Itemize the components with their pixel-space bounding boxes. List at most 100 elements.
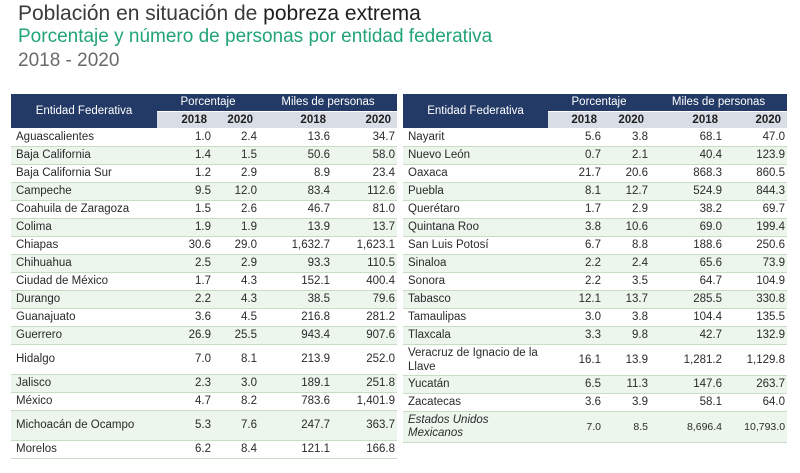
entity-name: Sonora [403, 272, 548, 291]
entity-name: Quintana Roo [403, 218, 548, 237]
entity-column-header: Entidad Federativa [403, 94, 548, 128]
people-2020: 13.7 [332, 218, 398, 237]
people-2018: 188.6 [650, 236, 725, 255]
table-row: Tlaxcala 3.3 9.8 42.7 132.9 [403, 326, 788, 345]
table-row: Guerrero 26.9 25.5 943.4 907.6 [11, 326, 398, 345]
people-2020: 79.6 [332, 290, 398, 309]
percent-2018: 1.4 [157, 146, 213, 165]
percent-2020: 10.6 [603, 218, 651, 237]
people-2020: 251.8 [332, 374, 398, 393]
entity-name: Sinaloa [403, 254, 548, 273]
percent-2020: 13.7 [603, 290, 651, 309]
percent-2020: 11.3 [603, 375, 651, 394]
percent-2018: 2.2 [548, 254, 603, 273]
people-2020: 110.5 [332, 254, 398, 273]
percent-2020: 2.6 [213, 200, 260, 219]
page-subtitle: Porcentaje y número de personas por enti… [18, 26, 493, 47]
people-2018: 68.1 [650, 128, 725, 147]
percent-2020: 12.7 [603, 182, 651, 201]
percent-2020: 1.5 [213, 146, 260, 165]
percent-2020: 3.5 [603, 272, 651, 291]
entity-name: Zacatecas [403, 393, 548, 412]
people-2020: 199.4 [724, 218, 788, 237]
percent-2020: 25.5 [213, 326, 260, 345]
table-row: Puebla 8.1 12.7 524.9 844.3 [403, 182, 788, 201]
percent-2018: 0.7 [548, 146, 603, 165]
people-2018: 38.5 [259, 290, 333, 309]
people-2018: 46.7 [259, 200, 333, 219]
people-2018: 64.7 [650, 272, 725, 291]
percent-2020: 2.9 [603, 200, 651, 219]
year-2018-people-header: 2018 [650, 111, 725, 128]
percent-2020: 20.6 [603, 164, 651, 183]
table-row: Michoacán de Ocampo 5.3 7.6 247.7 363.7 [11, 410, 398, 441]
table-row: Campeche 9.5 12.0 83.4 112.6 [11, 182, 398, 201]
entity-name: Colima [11, 218, 157, 237]
table-row: Baja California Sur 1.2 2.9 8.9 23.4 [11, 164, 398, 183]
percent-2020: 3.9 [603, 393, 651, 412]
entity-name: Puebla [403, 182, 548, 201]
table-row: México 4.7 8.2 783.6 1,401.9 [11, 392, 398, 411]
people-2020: 81.0 [332, 200, 398, 219]
percent-2018: 5.3 [157, 410, 213, 441]
people-2020: 363.7 [332, 410, 398, 441]
people-2020: 330.8 [724, 290, 788, 309]
percent-2018: 3.6 [548, 393, 603, 412]
people-2020: 400.4 [332, 272, 398, 291]
people-2020: 860.5 [724, 164, 788, 183]
percent-2018: 1.7 [157, 272, 213, 291]
people-2018: 42.7 [650, 326, 725, 345]
percent-2018: 3.0 [548, 308, 603, 327]
entity-name: Durango [11, 290, 157, 309]
people-2020: 47.0 [724, 128, 788, 147]
national-total-row: Estados Unidos Mexicanos 7.0 8.5 8,696.4 10,… [403, 411, 788, 443]
poverty-table-left: Entidad Federativa Porcentaje Miles de p… [11, 94, 398, 459]
people-2020: 23.4 [332, 164, 398, 183]
percent-2020: 2.9 [213, 254, 260, 273]
entity-name: Hidalgo [11, 344, 157, 375]
table-row: Nayarit 5.6 3.8 68.1 47.0 [403, 128, 788, 147]
percent-2020: 3.8 [603, 308, 651, 327]
percent-2020: 2.1 [603, 146, 651, 165]
percent-group-header: Porcentaje [157, 94, 260, 112]
people-2020: 123.9 [724, 146, 788, 165]
table-row: Baja California 1.4 1.5 50.6 58.0 [11, 146, 398, 165]
people-2020: 907.6 [332, 326, 398, 345]
table-row: Ciudad de México 1.7 4.3 152.1 400.4 [11, 272, 398, 291]
entity-name: Baja California [11, 146, 157, 165]
percent-2018: 9.5 [157, 182, 213, 201]
people-2018: 943.4 [259, 326, 333, 345]
people-2020: 281.2 [332, 308, 398, 327]
table-row: Quintana Roo 3.8 10.6 69.0 199.4 [403, 218, 788, 237]
right-table-body: Nayarit 5.6 3.8 68.1 47.0 Nuevo León 0.7 2.1 40.… [403, 128, 788, 443]
percent-2018: 2.5 [157, 254, 213, 273]
percent-2018: 12.1 [548, 290, 603, 309]
people-2018: 247.7 [259, 410, 333, 441]
people-2018: 524.9 [650, 182, 725, 201]
people-2018: 783.6 [259, 392, 333, 411]
percent-2020: 8.2 [213, 392, 260, 411]
entity-name: Aguascalientes [11, 128, 157, 147]
percent-2018: 1.5 [157, 200, 213, 219]
percent-2020: 8.4 [213, 440, 260, 459]
table-row: Tabasco 12.1 13.7 285.5 330.8 [403, 290, 788, 309]
table-row: Coahuila de Zaragoza 1.5 2.6 46.7 81.0 [11, 200, 398, 219]
year-range: 2018 - 2020 [18, 50, 120, 71]
table-row: Chihuahua 2.5 2.9 93.3 110.5 [11, 254, 398, 273]
percent-2018: 3.3 [548, 326, 603, 345]
people-2020: 34.7 [332, 128, 398, 147]
people-2020: 1,623.1 [332, 236, 398, 255]
percent-2020: 4.3 [213, 290, 260, 309]
percent-2020: 3.0 [213, 374, 260, 393]
table-row: Guanajuato 3.6 4.5 216.8 281.2 [11, 308, 398, 327]
people-2018: 147.6 [650, 375, 725, 394]
people-2018: 213.9 [259, 344, 333, 375]
people-2020: 250.6 [724, 236, 788, 255]
title-emphasis: pobreza extrema [263, 2, 421, 25]
entity-name: San Luis Potosí [403, 236, 548, 255]
percent-2020: 7.6 [213, 410, 260, 441]
percent-2020: 3.8 [603, 128, 651, 147]
entity-name: Ciudad de México [11, 272, 157, 291]
percent-2018: 30.6 [157, 236, 213, 255]
people-2020: 69.7 [724, 200, 788, 219]
